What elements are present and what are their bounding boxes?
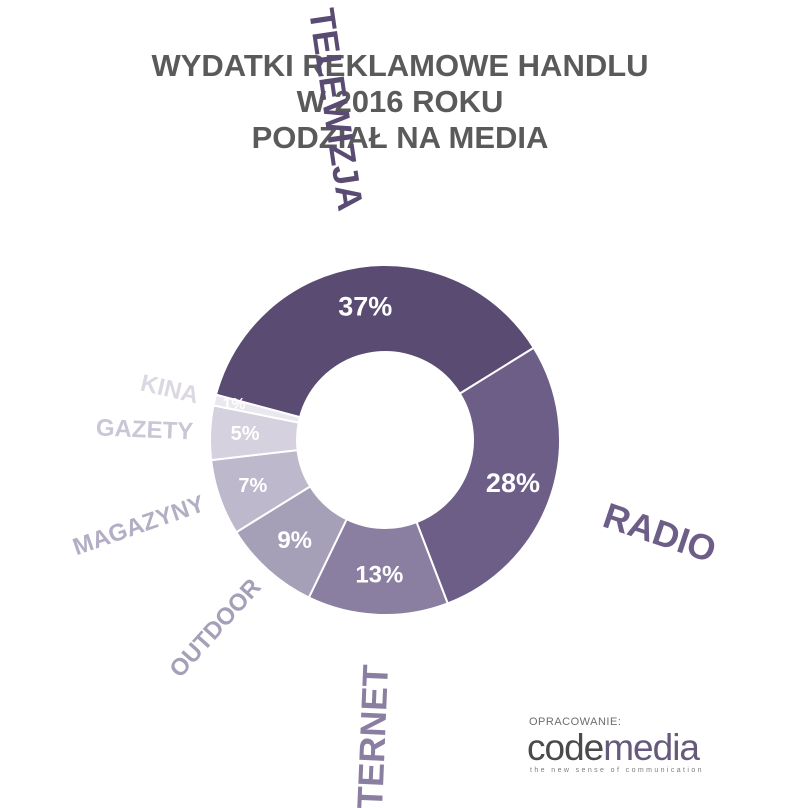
- codemedia-logo: codemedia: [527, 727, 700, 768]
- slices-group: [209, 264, 561, 616]
- category-label-telewizja: TELEWIZJA: [301, 6, 371, 214]
- title-line-1: WYDATKI REKLAMOWE HANDLU: [151, 48, 649, 83]
- slice-telewizja: [214, 264, 536, 419]
- value-label-telewizja: 37%: [338, 291, 392, 321]
- credit-label: OPRACOWANIE:: [529, 716, 622, 728]
- value-label-outdoor: 9%: [277, 527, 312, 554]
- chart-title: WYDATKI REKLAMOWE HANDLU W 2016 ROKU POD…: [0, 48, 800, 156]
- category-label-outdoor: OUTDOOR: [164, 574, 266, 683]
- title-line-3: PODZIAŁ NA MEDIA: [251, 120, 549, 155]
- value-label-internet: 13%: [355, 561, 403, 588]
- category-label-gazety: GAZETY: [95, 414, 193, 445]
- value-label-radio: 28%: [486, 468, 540, 498]
- category-label-magazyny: MAGAZYNY: [70, 490, 209, 561]
- category-labels-group: TELEWIZJA RADIO INTERNET OUTDOOR MAGAZYNY GAZ…: [70, 6, 722, 808]
- logo-tagline: the new sense of communication: [530, 767, 704, 774]
- logo-part-code: code: [527, 727, 604, 768]
- category-label-kina: KINA: [138, 370, 201, 410]
- value-labels-group: 37% 28% 13% 9% 7% 5% 1%: [223, 291, 540, 588]
- slice-radio: [415, 346, 561, 605]
- slice-kina: [212, 393, 302, 424]
- category-label-radio: RADIO: [598, 495, 721, 571]
- category-label-internet: INTERNET: [348, 664, 397, 808]
- value-label-magazyny: 7%: [238, 475, 267, 497]
- title-line-2: W 2016 ROKU: [296, 84, 504, 119]
- value-label-kina: 1%: [223, 396, 246, 413]
- value-label-gazety: 5%: [231, 423, 260, 445]
- logo-part-media: media: [603, 727, 700, 768]
